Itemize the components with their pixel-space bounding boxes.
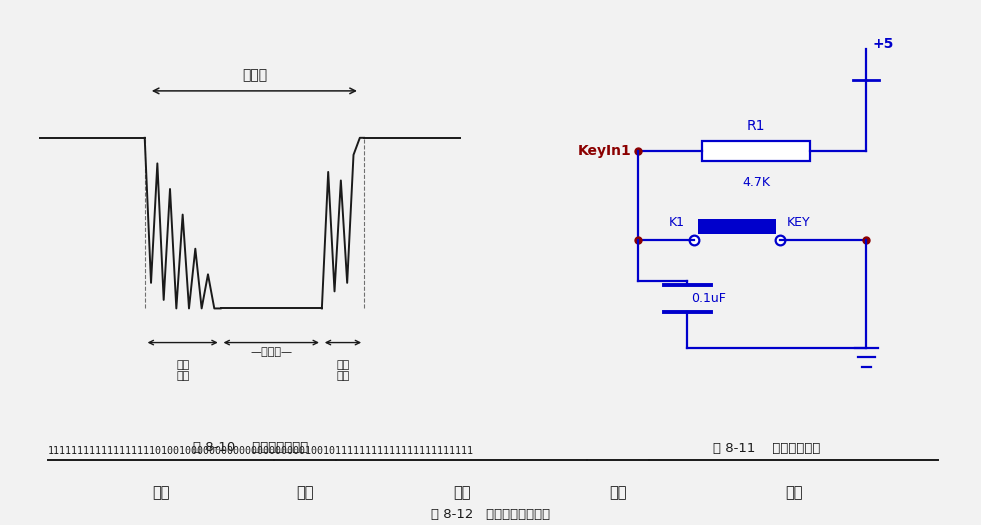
Bar bbox=[698, 219, 776, 234]
Text: 弹起: 弹起 bbox=[152, 486, 170, 500]
Text: 抖动: 抖动 bbox=[296, 486, 314, 500]
Text: K1: K1 bbox=[669, 216, 685, 229]
Text: 抖动: 抖动 bbox=[609, 486, 627, 500]
Text: 4.7K: 4.7K bbox=[743, 176, 770, 189]
Text: 按下: 按下 bbox=[453, 486, 470, 500]
Text: R1: R1 bbox=[748, 119, 765, 133]
Text: —键稳定—: —键稳定— bbox=[250, 347, 292, 357]
Text: +5: +5 bbox=[873, 37, 895, 51]
Bar bbox=[702, 141, 810, 161]
Text: KeyIn1: KeyIn1 bbox=[578, 144, 631, 158]
Text: 0.1uF: 0.1uF bbox=[692, 292, 727, 305]
Text: 图 8-12   按键连续扫描判断: 图 8-12 按键连续扫描判断 bbox=[431, 508, 550, 521]
Text: 弹起: 弹起 bbox=[785, 486, 802, 500]
Text: KEY: KEY bbox=[787, 216, 810, 229]
Text: 图 8-10    按键抖动状态图: 图 8-10 按键抖动状态图 bbox=[192, 440, 308, 454]
Text: 图 8-11    硬件电容消抖: 图 8-11 硬件电容消抖 bbox=[713, 442, 821, 455]
Text: 前沿
抖动: 前沿 抖动 bbox=[176, 360, 189, 381]
Text: 后沿
抖动: 后沿 抖动 bbox=[336, 360, 349, 381]
Text: 键按下: 键按下 bbox=[241, 68, 267, 82]
Text: 11111111111111111101001000000000000000000001001011111111111111111111111: 1111111111111111110100100000000000000000… bbox=[48, 446, 474, 456]
